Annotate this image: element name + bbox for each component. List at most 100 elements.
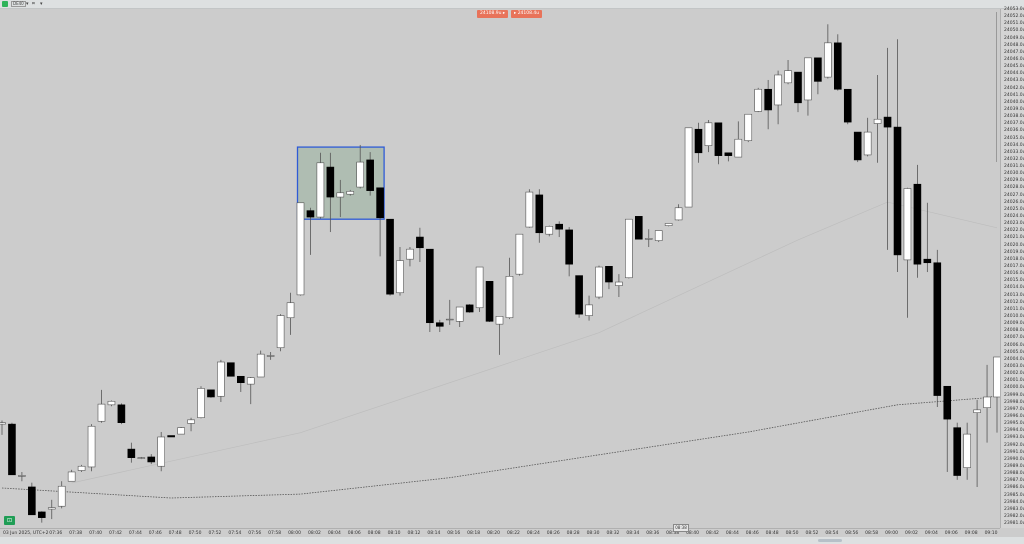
price-label: 24018.0u	[1004, 256, 1024, 262]
price-label: 24013.0u	[1004, 292, 1024, 298]
candle-body	[37, 511, 46, 518]
sell-price-button[interactable]: 24108.9u ▸	[477, 10, 509, 18]
candle-body	[416, 236, 424, 249]
price-label: 24000.0u	[1004, 385, 1024, 391]
chevron-down-icon[interactable]: ▾	[40, 1, 43, 7]
candle-body	[376, 187, 384, 219]
candle-body	[744, 113, 753, 141]
time-label: 08:14	[427, 531, 441, 536]
price-label: 24037.0u	[1004, 121, 1024, 127]
buy-price-button[interactable]: ▸ 24108.4u	[511, 10, 543, 18]
price-axis[interactable]: 24053.0u 24052.0u 24051.0u 24050.0u 24049.0u…	[1000, 7, 1024, 528]
time-label: 07:42	[108, 531, 122, 536]
price-label: 24036.0u	[1004, 128, 1024, 134]
time-label: 08:10	[387, 531, 401, 536]
price-label: 23984.0u	[1004, 499, 1024, 505]
candle-body	[77, 465, 86, 471]
price-label: 24001.0u	[1004, 378, 1024, 384]
price-label: 24047.0u	[1004, 49, 1024, 55]
candle-body	[515, 233, 524, 275]
price-label: 23998.0u	[1004, 399, 1024, 405]
price-label: 24009.0u	[1004, 321, 1024, 327]
candle-body	[107, 400, 116, 406]
price-label: 24016.0u	[1004, 271, 1024, 277]
status-bar	[0, 537, 1024, 544]
candle-body	[445, 318, 454, 321]
candle-body	[426, 248, 434, 324]
time-label: 08:06	[347, 531, 361, 536]
moving-average-line	[1, 395, 998, 499]
symbol-selector[interactable]: DE40	[11, 1, 26, 7]
candle-body	[495, 316, 504, 325]
time-label: 08:36	[646, 531, 660, 536]
candle-body	[784, 70, 792, 84]
time-axis[interactable]: 03 Jun 2025, UTC+2 07:36 07:38 07:40 07:42 0…	[0, 528, 1000, 538]
chat-button[interactable]: ⊡	[4, 516, 15, 525]
price-label: 24012.0u	[1004, 299, 1024, 305]
candle-body	[595, 266, 603, 298]
price-label: 23996.0u	[1004, 413, 1024, 419]
price-label: 24043.0u	[1004, 78, 1024, 84]
candle-body	[973, 409, 981, 413]
price-label: 24038.0u	[1004, 114, 1024, 120]
time-label: 07:54	[228, 531, 242, 536]
candle-body	[8, 423, 16, 476]
price-label: 24017.0u	[1004, 264, 1024, 270]
price-label: 23988.0u	[1004, 471, 1024, 477]
price-label: 23989.0u	[1004, 463, 1024, 469]
timeframe-icon[interactable]: ⌗	[32, 1, 35, 7]
price-label: 23991.0u	[1004, 449, 1024, 455]
toolbar: DE40 ▾ ⌗ ▾	[0, 0, 1024, 9]
candle-body	[316, 162, 325, 218]
price-label: 24050.0u	[1004, 28, 1024, 34]
candle-body	[336, 192, 345, 198]
price-label: 24032.0u	[1004, 156, 1024, 162]
price-label: 23981.0u	[1004, 521, 1024, 527]
candle-body	[505, 276, 514, 319]
time-label: 08:12	[407, 531, 421, 536]
price-label: 24021.0u	[1004, 235, 1024, 241]
candle-body	[993, 356, 1000, 398]
price-label: 24044.0u	[1004, 71, 1024, 77]
date-label: 03 Jun 2025, UTC+2	[3, 531, 49, 536]
candle-body	[57, 485, 66, 507]
price-label: 24026.0u	[1004, 199, 1024, 205]
price-label: 24015.0u	[1004, 278, 1024, 284]
candle-body	[256, 353, 265, 378]
candle-body	[246, 377, 255, 385]
candle-body	[485, 281, 494, 322]
candle-body	[117, 404, 126, 423]
candle-body	[794, 71, 802, 104]
time-label: 08:54	[825, 531, 839, 536]
time-label: 07:46	[148, 531, 162, 536]
time-label: 08:48	[765, 531, 779, 536]
price-label: 23997.0u	[1004, 406, 1024, 412]
candle-body	[923, 258, 932, 264]
candle-body	[943, 385, 952, 420]
candle-body	[535, 194, 544, 234]
chevron-down-icon[interactable]: ▾	[26, 1, 29, 7]
candle-body	[654, 230, 663, 241]
time-label: 08:28	[566, 531, 580, 536]
candlestick-chart[interactable]	[0, 9, 1000, 528]
horizontal-scrollbar[interactable]	[818, 539, 842, 542]
time-marker[interactable]: 08:38	[673, 524, 689, 532]
price-label: 23985.0u	[1004, 492, 1024, 498]
candle-body	[704, 122, 713, 146]
price-label: 24019.0u	[1004, 249, 1024, 255]
candle-body	[565, 229, 573, 265]
chat-icon: ⊡	[6, 517, 13, 524]
price-label: 24053.0u	[1004, 7, 1024, 12]
price-label: 24049.0u	[1004, 35, 1024, 41]
price-label: 24052.0u	[1004, 14, 1024, 20]
candle-body	[346, 191, 355, 195]
candle-body	[883, 116, 892, 128]
candle-body	[207, 389, 215, 398]
price-label: 24014.0u	[1004, 285, 1024, 291]
candle-body	[684, 127, 693, 208]
candle-body	[605, 266, 613, 283]
candle-body	[664, 223, 673, 226]
price-label: 24005.0u	[1004, 349, 1024, 355]
price-label: 24029.0u	[1004, 178, 1024, 184]
price-label: 24030.0u	[1004, 171, 1024, 177]
